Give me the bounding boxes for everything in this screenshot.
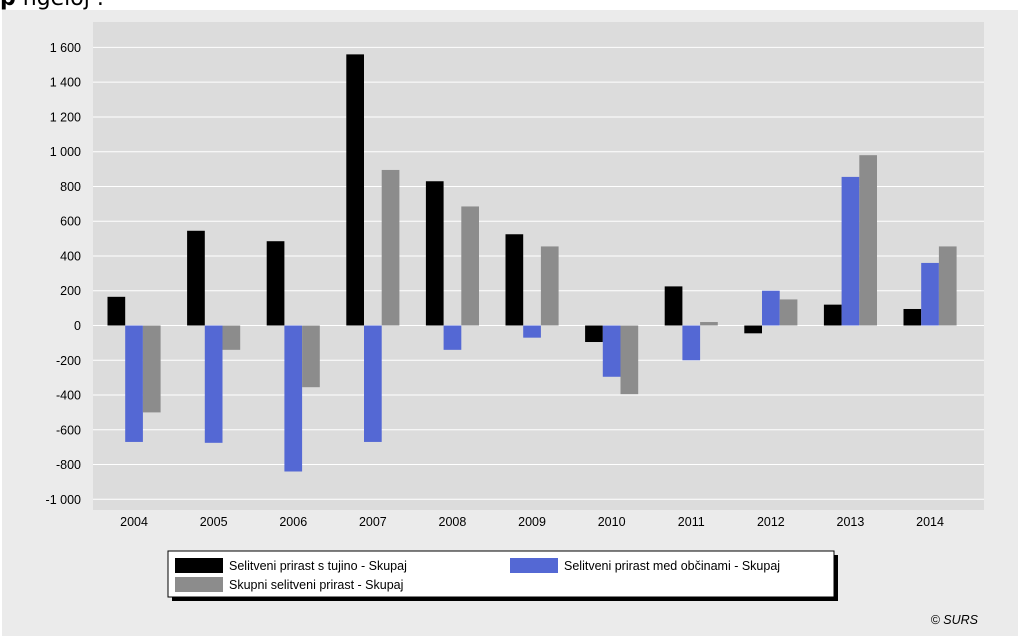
legend-swatch-series-1	[510, 558, 558, 573]
legend-swatch-series-0	[175, 558, 223, 573]
bar-2007-series-1	[364, 325, 382, 442]
bar-2012-series-1	[762, 290, 780, 326]
y-tick-label: 1 600	[50, 41, 81, 55]
bar-2005-series-2	[222, 325, 241, 350]
x-tick-label: 2007	[359, 515, 387, 529]
x-tick-label: 2010	[598, 515, 626, 529]
y-tick-label: 200	[60, 284, 81, 298]
bar-2013-series-1	[841, 176, 860, 326]
x-tick-label: 2012	[757, 515, 785, 529]
y-tick-label: 400	[60, 249, 81, 263]
bar-2008-series-2	[461, 206, 479, 326]
y-tick-label: 1 200	[50, 110, 81, 124]
header-text: ngeloj .	[16, 0, 104, 10]
bar-2010-series-0	[585, 325, 603, 343]
y-tick-label: -1 000	[46, 493, 81, 507]
plot-area	[93, 22, 984, 510]
bar-2004-series-0	[107, 296, 126, 326]
x-tick-labels: 2004 2005 2006 2007 2008 2009 2010 2011 2012 2013…	[120, 515, 944, 529]
bar-2004-series-1	[125, 325, 143, 442]
bar-2005-series-1	[204, 325, 223, 443]
bar-2005-series-0	[187, 230, 205, 326]
x-tick-label: 2009	[518, 515, 546, 529]
y-tick-label: -600	[56, 423, 81, 437]
bar-2010-series-1	[602, 325, 621, 377]
legend-label-series-0: Selitveni prirast s tujino - Skupaj	[229, 559, 407, 573]
bar-2014-series-0	[903, 308, 922, 326]
x-tick-label: 2004	[120, 515, 148, 529]
y-tick-label: 600	[60, 215, 81, 229]
bar-2008-series-0	[425, 181, 444, 326]
legend-label-series-2: Skupni selitveni prirast - Skupaj	[229, 578, 403, 592]
bar-2006-series-1	[284, 325, 303, 472]
bar-2008-series-1	[443, 325, 462, 350]
x-tick-label: 2013	[837, 515, 865, 529]
bar-2011-series-1	[682, 325, 701, 361]
bar-2007-series-0	[346, 54, 364, 326]
grid-layer	[93, 46, 984, 500]
y-tick-label: -200	[56, 354, 81, 368]
x-tick-label: 2005	[200, 515, 228, 529]
bars	[107, 54, 957, 472]
bar-2013-series-2	[859, 155, 877, 326]
bar-2007-series-2	[381, 169, 400, 326]
bar-2009-series-2	[540, 246, 559, 326]
bar-2009-series-0	[505, 234, 524, 326]
header-bold-letter: p	[0, 0, 16, 10]
bar-2006-series-2	[302, 325, 320, 388]
legend-label-series-1: Selitveni prirast med občinami - Skupaj	[564, 559, 780, 573]
y-tick-label: 1 400	[50, 76, 81, 90]
bar-2012-series-0	[744, 325, 762, 334]
x-tick-label: 2008	[439, 515, 467, 529]
bar-2006-series-0	[266, 241, 285, 326]
x-tick-label: 2014	[916, 515, 944, 529]
bar-2009-series-1	[523, 325, 541, 338]
bar-2012-series-2	[779, 299, 798, 326]
header-fragment: p ngeloj .	[0, 0, 1020, 10]
legend: Selitveni prirast s tujino - Skupaj Seli…	[167, 550, 838, 601]
x-tick-label: 2011	[678, 515, 705, 529]
bar-2011-series-2	[700, 322, 718, 326]
y-tick-label: -800	[56, 458, 81, 472]
y-tick-label: -400	[56, 389, 81, 403]
credit-text: © SURS	[931, 613, 979, 627]
x-tick-label: 2006	[279, 515, 307, 529]
bar-2011-series-0	[664, 286, 683, 326]
y-tick-labels: 1 600 1 400 1 200 1 000 800 600 400 200 0 -200 -40…	[46, 41, 82, 507]
bar-2014-series-1	[921, 262, 939, 326]
bar-2010-series-2	[620, 325, 639, 395]
legend-box	[167, 550, 835, 598]
bar-2014-series-2	[938, 246, 957, 326]
y-tick-label: 800	[60, 180, 81, 194]
y-tick-label: 1 000	[50, 145, 81, 159]
legend-swatch-series-2	[175, 577, 223, 592]
y-tick-label: 0	[74, 319, 81, 333]
bar-2004-series-2	[142, 325, 161, 413]
bar-2013-series-0	[823, 304, 842, 326]
